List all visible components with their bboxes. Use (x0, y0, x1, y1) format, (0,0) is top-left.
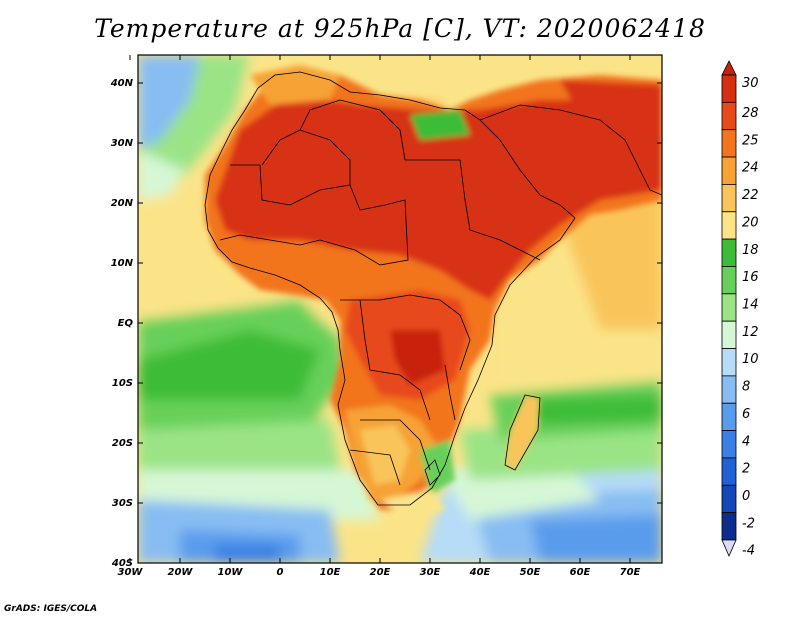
colorbar-label: 20 (742, 215, 759, 230)
latitude-axis: 40N 30N 20N 10N EQ 10S 20S 30S 40S (110, 78, 662, 569)
colorbar-label: 25 (742, 133, 759, 148)
colorbar-bottom-arrow (721, 539, 737, 557)
lon-tick-label: 10W (218, 567, 244, 578)
colorbar-label: 12 (742, 325, 759, 340)
lon-tick-label: 70E (620, 567, 641, 578)
map-title: Temperature at 925hPa [C], VT: 202006241… (94, 14, 706, 43)
colorbar-segment (721, 74, 737, 103)
colorbar-segment (721, 402, 737, 431)
lat-tick-label: 20S (112, 438, 133, 449)
longitude-axis: 30W 20W 10W 0 10E 20E 30E 40E 50E 60E 70E (118, 55, 641, 578)
colorbar-segment (721, 238, 737, 267)
lon-tick-label: 30W (118, 567, 144, 578)
colorbar-label: 14 (742, 298, 759, 313)
colorbar-label: 2 (742, 462, 750, 477)
lon-tick-label: 30E (420, 567, 441, 578)
coastlines (204, 71, 662, 506)
colorbar-segment (721, 320, 737, 349)
map-field (138, 55, 662, 563)
lat-tick-label: EQ (118, 318, 134, 329)
colorbar-segment (721, 156, 737, 185)
lat-tick-label: 30S (112, 498, 133, 509)
colorbar-label: 30 (742, 76, 759, 91)
lat-tick-label: 40N (110, 78, 134, 89)
colorbar-label: 16 (742, 270, 759, 285)
lon-tick-label: 20E (370, 567, 391, 578)
colorbar-segment (721, 211, 737, 240)
colorbar-segment (721, 184, 737, 213)
colorbar-label: 24 (742, 161, 759, 176)
colorbar-top-arrow (721, 60, 737, 76)
colorbar-label: 4 (742, 434, 750, 449)
colorbar-label: 28 (742, 106, 759, 121)
lat-tick-label: 10S (112, 378, 133, 389)
colorbar-segment (721, 430, 737, 459)
colorbar-label: 18 (742, 243, 759, 258)
map-frame (137, 54, 663, 564)
lat-tick-label: 20N (111, 198, 134, 209)
colorbar-label: 0 (742, 489, 750, 504)
lon-tick-label: 40E (469, 567, 491, 578)
credit-text: GrADS: IGES/COLA (4, 604, 98, 614)
colorbar-segment (721, 512, 737, 541)
colorbar-label: 6 (742, 407, 750, 422)
colorbar-label: -4 (742, 544, 755, 559)
colorbar-segment (721, 293, 737, 322)
lon-tick-label: 10E (320, 567, 341, 578)
lon-tick-label: 0 (277, 567, 284, 578)
lat-tick-label: 30N (111, 138, 134, 149)
colorbar-label: -2 (742, 516, 755, 531)
colorbar-label: 10 (742, 352, 759, 367)
colorbar-label: 8 (742, 380, 750, 395)
lat-tick-label: 10N (111, 258, 134, 269)
colorbar-label: 22 (742, 188, 759, 203)
colorbar-segment (721, 129, 737, 158)
colorbar-segment (721, 484, 737, 514)
lon-tick-label: 60E (570, 567, 591, 578)
colorbar-segment (721, 348, 737, 377)
colorbar-segment (721, 101, 737, 131)
lon-tick-label: 20W (168, 567, 194, 578)
colorbar-segment (721, 457, 737, 486)
lon-tick-label: 50E (520, 567, 541, 578)
lat-tick-label: 40S (111, 558, 133, 569)
colorbar-segment (721, 375, 737, 404)
colorbar-segment (721, 266, 737, 295)
